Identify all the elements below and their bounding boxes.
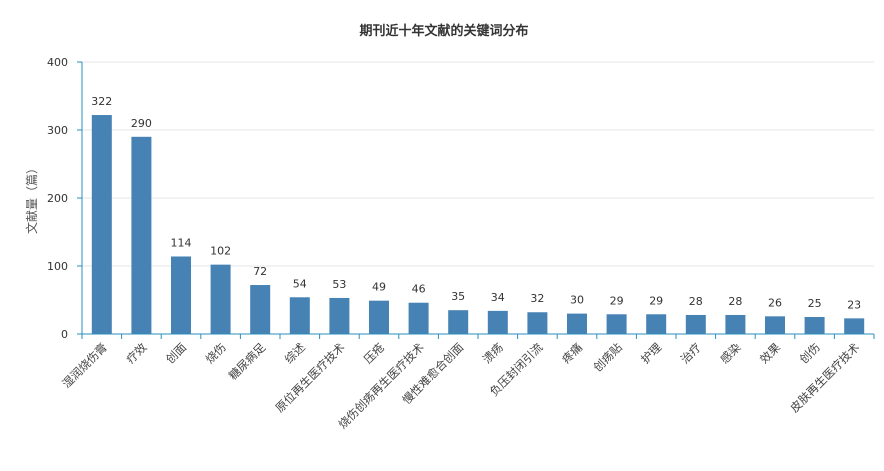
y-tick-label: 200 — [47, 192, 68, 205]
data-label: 32 — [530, 292, 544, 305]
data-label: 322 — [91, 95, 112, 108]
y-tick-label: 300 — [47, 124, 68, 137]
bar[interactable] — [606, 314, 627, 334]
x-tick-label: 烧伤 — [203, 340, 229, 366]
x-tick-label: 效果 — [757, 340, 784, 367]
bar[interactable] — [369, 300, 389, 334]
x-tick-label: 创疡贴 — [590, 340, 625, 375]
x-tick-label: 原位再生医疗技术 — [273, 340, 348, 415]
y-tick-label: 100 — [47, 260, 68, 273]
data-label: 25 — [808, 297, 822, 310]
data-label: 49 — [372, 281, 386, 294]
bar[interactable] — [646, 314, 667, 334]
bar[interactable] — [329, 297, 350, 334]
data-label: 28 — [728, 295, 742, 308]
bar[interactable] — [91, 115, 112, 334]
y-tick-label: 0 — [61, 328, 68, 341]
data-label: 114 — [171, 236, 192, 249]
x-tick-label: 皮肤再生医疗技术 — [787, 340, 862, 415]
x-tick-label: 治疗 — [678, 340, 704, 366]
y-tick-label: 400 — [47, 56, 68, 69]
x-tick-label: 湿润烧伤膏 — [59, 340, 110, 391]
data-label: 26 — [768, 296, 782, 309]
bar[interactable] — [765, 316, 785, 334]
bar[interactable] — [131, 136, 152, 334]
bar[interactable] — [289, 297, 310, 334]
data-labels: 322 290 114 102 72 54 53 49 46 35 34 32 30 29 29 28 28 26… — [91, 95, 861, 311]
y-axis-label: 文献量（篇） — [24, 162, 39, 234]
bar[interactable] — [487, 310, 508, 334]
bar[interactable] — [685, 314, 706, 334]
bar[interactable] — [844, 318, 865, 334]
x-tick-label: 疼痛 — [559, 340, 585, 366]
bar[interactable] — [725, 314, 746, 334]
x-tick-label: 溃疡 — [480, 340, 507, 367]
x-tick-label: 糖尿病足 — [226, 340, 269, 383]
chart-title: 期刊近十年文献的关键词分布 — [359, 23, 528, 39]
data-label: 290 — [131, 117, 152, 130]
x-tick-label: 创伤 — [797, 340, 823, 366]
bar[interactable] — [408, 302, 429, 334]
data-label: 46 — [412, 283, 426, 296]
data-label: 34 — [491, 291, 505, 304]
data-label: 29 — [649, 294, 663, 307]
data-label: 30 — [570, 294, 584, 307]
data-label: 23 — [847, 298, 861, 311]
data-label: 28 — [689, 295, 703, 308]
bar[interactable] — [527, 312, 548, 334]
gridlines — [82, 61, 874, 267]
bar[interactable] — [171, 256, 191, 334]
data-label: 72 — [253, 265, 267, 278]
x-tick-label: 感染 — [717, 340, 744, 367]
bar[interactable] — [448, 310, 469, 334]
data-label: 102 — [210, 245, 231, 258]
bar[interactable] — [804, 317, 825, 334]
x-tick-label: 创面 — [163, 340, 189, 366]
x-tick-label: 压疮 — [361, 340, 388, 367]
x-tick-label: 疗效 — [123, 340, 150, 367]
x-tick-label: 综述 — [282, 340, 309, 367]
data-label: 53 — [332, 278, 346, 291]
bar[interactable] — [210, 264, 231, 334]
bar[interactable] — [567, 313, 587, 334]
bar[interactable] — [250, 285, 271, 334]
x-tick-label: 护理 — [638, 340, 665, 367]
data-label: 29 — [610, 294, 624, 307]
data-label: 54 — [293, 277, 307, 290]
data-label: 35 — [451, 290, 465, 303]
bars — [91, 115, 865, 334]
